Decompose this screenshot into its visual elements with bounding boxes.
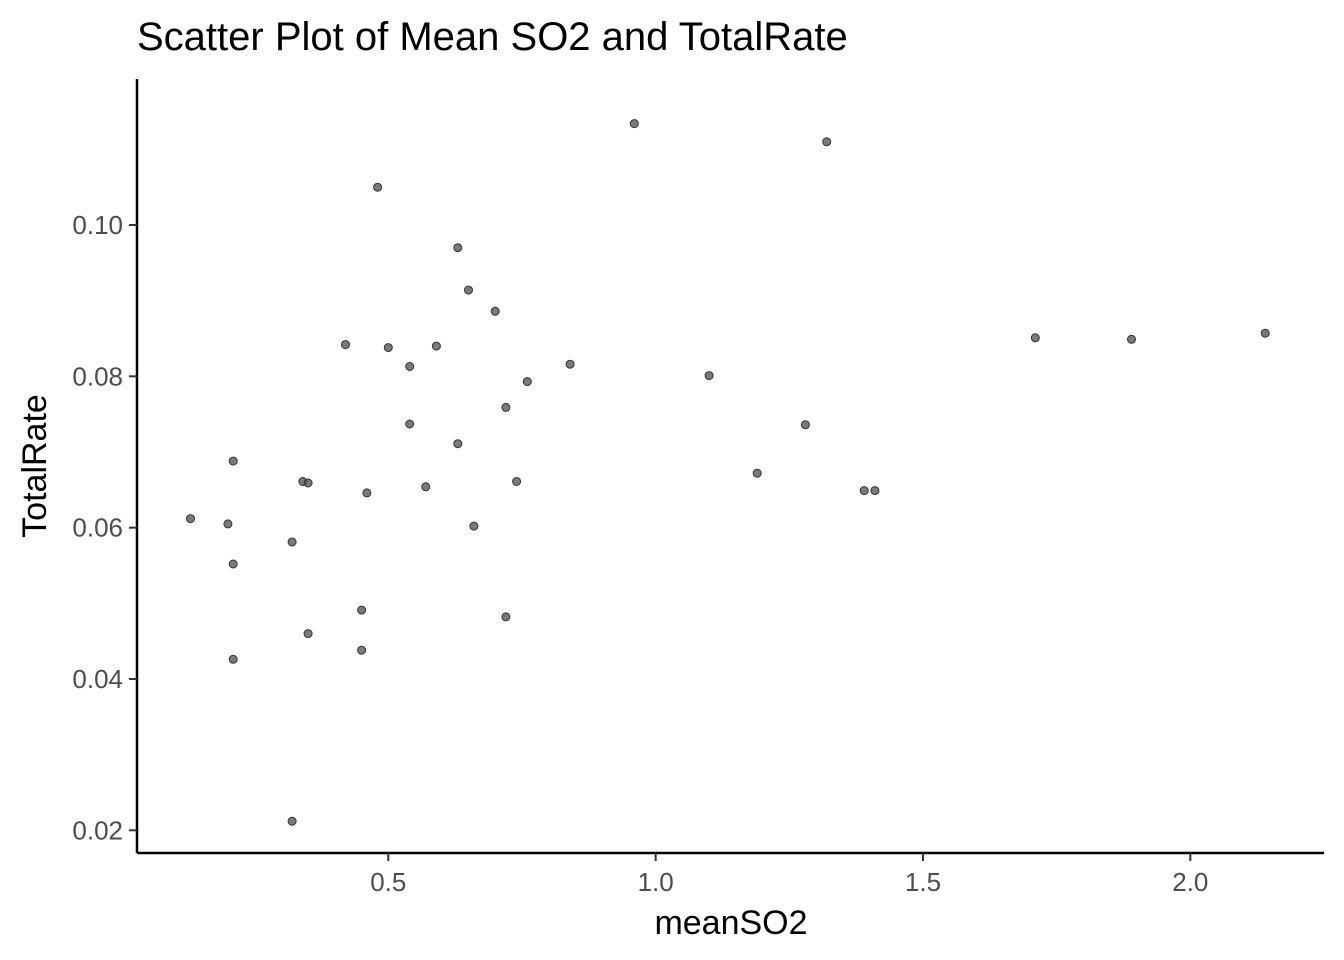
- y-tick-label: 0.02: [72, 815, 123, 845]
- data-point: [453, 243, 463, 253]
- data-point: [357, 605, 367, 615]
- x-axis-title: meanSO2: [654, 904, 807, 942]
- data-point: [522, 377, 532, 387]
- data-point: [186, 514, 195, 524]
- data-point: [501, 612, 511, 622]
- data-point: [1030, 333, 1040, 343]
- data-point: [501, 402, 511, 412]
- y-tick-label: 0.10: [72, 210, 123, 240]
- data-point: [362, 488, 372, 498]
- data-point: [752, 468, 762, 478]
- data-point: [287, 816, 297, 826]
- data-point: [565, 359, 575, 369]
- data-point: [629, 119, 639, 129]
- data-point: [383, 343, 393, 353]
- data-point: [512, 477, 522, 486]
- data-point: [303, 629, 313, 639]
- data-point: [464, 285, 473, 295]
- data-point: [870, 486, 880, 496]
- data-point: [303, 478, 313, 488]
- x-tick-label: 0.5: [370, 867, 406, 897]
- x-ticks: 0.5 1.0 1.5 2.0: [370, 853, 1208, 897]
- data-point: [431, 341, 441, 351]
- y-axis-title: TotalRate: [16, 394, 54, 538]
- y-ticks: 0.02 0.04 0.06 0.08 0.10: [72, 210, 137, 845]
- data-point: [822, 137, 832, 147]
- x-tick-label: 2.0: [1172, 867, 1208, 897]
- data-point: [228, 559, 238, 569]
- y-tick-label: 0.04: [72, 664, 123, 694]
- data-point: [287, 537, 297, 547]
- data-point: [800, 420, 810, 430]
- data-point: [1260, 328, 1270, 338]
- data-point: [704, 371, 714, 381]
- data-point: [490, 306, 500, 316]
- data-point: [405, 419, 415, 429]
- x-tick-label: 1.0: [638, 867, 674, 897]
- data-point: [1127, 334, 1136, 344]
- data-point: [421, 482, 431, 492]
- data-point: [405, 362, 415, 371]
- data-point: [373, 182, 383, 192]
- data-point: [357, 645, 367, 655]
- data-point: [228, 654, 238, 664]
- data-point: [453, 439, 463, 449]
- y-tick-label: 0.08: [72, 361, 123, 391]
- y-tick-label: 0.06: [72, 513, 123, 543]
- data-point: [469, 521, 479, 531]
- chart-title: Scatter Plot of Mean SO2 and TotalRate: [137, 15, 848, 59]
- data-point: [859, 486, 869, 496]
- x-tick-label: 1.5: [905, 867, 941, 897]
- points-layer: [186, 119, 1270, 826]
- data-point: [228, 456, 238, 466]
- data-point: [341, 340, 350, 350]
- data-point: [223, 519, 233, 529]
